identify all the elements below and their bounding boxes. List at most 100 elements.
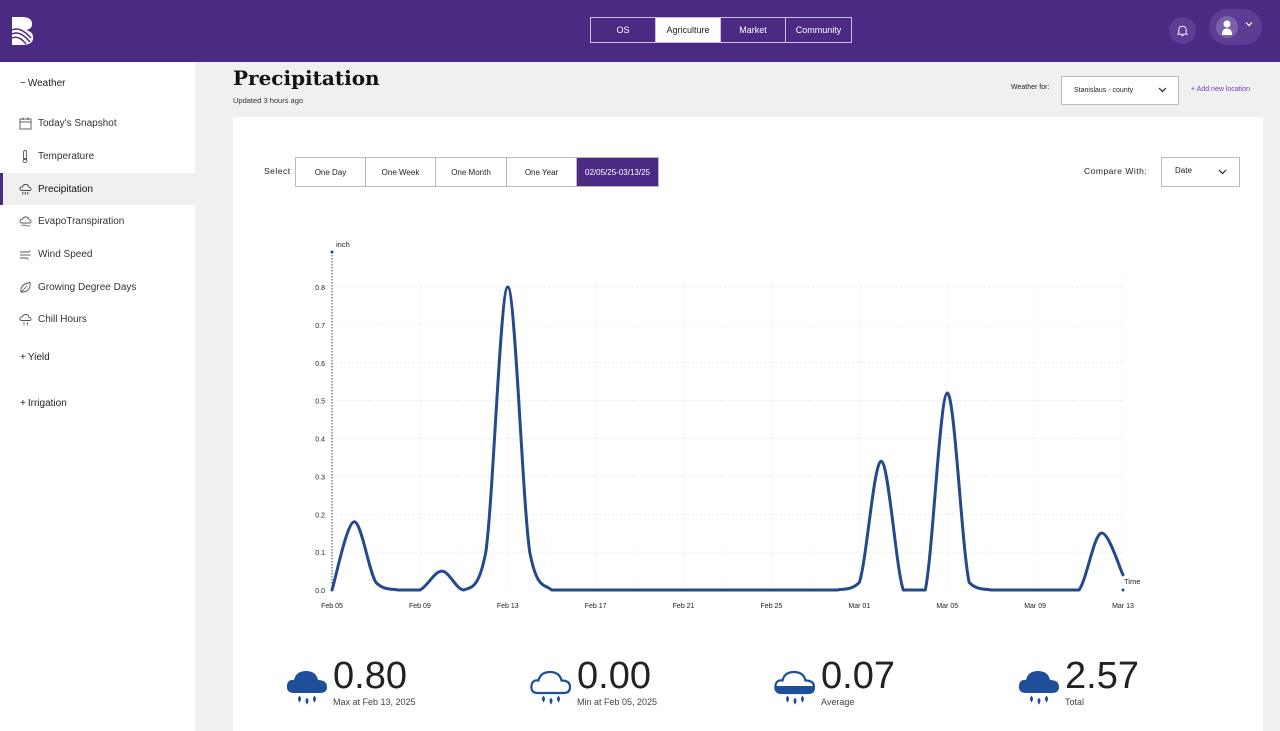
sidebar-item-label: EvapoTranspiration [38, 215, 125, 227]
x-axis-label: Time [1124, 577, 1140, 586]
sidebar-item-temperature[interactable]: Temperature [0, 140, 195, 172]
x-tick-label: Feb 13 [497, 603, 519, 610]
sidebar-item-label: Precipitation [38, 183, 94, 195]
average-rain-cloud-icon [774, 670, 816, 705]
stat-caption: Max at Feb 13, 2025 [333, 697, 416, 707]
chevron-down-icon [1218, 169, 1227, 175]
chill-cloud-icon [19, 313, 32, 326]
compare-select-value: Date [1175, 166, 1192, 175]
updated-timestamp: Updated 3 hours ago [233, 96, 304, 105]
user-icon [1222, 20, 1232, 35]
calendar-icon [19, 117, 32, 130]
sidebar-item-precipitation[interactable]: Precipitation [0, 173, 195, 205]
collapse-icon: − [20, 78, 26, 89]
x-axis-end-dot [1121, 588, 1125, 592]
y-tick-label: 0.3 [315, 474, 325, 481]
y-axis-end-dot [330, 250, 334, 254]
main-nav-tabs: OS Agriculture Market Community [590, 17, 852, 43]
y-tick-label: 0.2 [315, 512, 325, 519]
bell-icon [1176, 25, 1189, 37]
x-tick-label: Mar 13 [1112, 603, 1134, 610]
precipitation-chart: 0.0 0.1 0.2 0.3 0.4 0.5 0.6 0.7 0.8 Feb 05 Feb 09 F… [315, 240, 1140, 610]
location-select[interactable]: Stanislaus - county [1061, 76, 1179, 105]
user-menu[interactable] [1209, 9, 1262, 45]
sidebar-group-irrigation[interactable]: + Irrigation [20, 398, 67, 409]
stat-caption: Min at Feb 05, 2025 [577, 697, 658, 707]
sidebar-item-chill-hours[interactable]: Chill Hours [0, 303, 195, 335]
y-tick-label: 0.5 [315, 399, 325, 406]
thermometer-icon [19, 149, 32, 163]
x-tick-label: Feb 05 [321, 603, 343, 610]
avatar [1216, 16, 1238, 38]
stat-caption: Average [821, 697, 855, 707]
x-tick-label: Mar 05 [936, 603, 958, 610]
x-tick-label: Feb 09 [409, 603, 431, 610]
y-tick-label: 0.8 [315, 285, 325, 292]
x-tick-label: Mar 09 [1024, 603, 1046, 610]
stat-value: 0.00 [577, 655, 651, 697]
y-tick-label: 0.4 [315, 437, 325, 444]
range-tab-one-year[interactable]: One Year [507, 158, 577, 186]
x-tick-label: Mar 01 [848, 603, 870, 610]
sidebar-item-label: Today's Snapshot [38, 117, 117, 129]
sidebar-item-label: Chill Hours [38, 313, 87, 325]
y-axis-label: inch [336, 240, 350, 249]
y-tick-label: 0.0 [315, 588, 325, 595]
location-select-value: Stanislaus - county [1074, 87, 1134, 94]
leaf-icon [19, 281, 32, 294]
outline-rain-cloud-icon [530, 670, 572, 705]
nav-tab-market[interactable]: Market [721, 18, 786, 42]
precipitation-card: Select One Day One Week One Month One Ye… [233, 117, 1263, 731]
compare-with-select[interactable]: Date [1161, 157, 1240, 187]
sidebar-item-label: Temperature [38, 150, 95, 162]
top-bar: OS Agriculture Market Community [0, 0, 1280, 62]
stat-caption: Total [1065, 697, 1085, 707]
x-tick-label: Feb 25 [761, 603, 783, 610]
total-rain-cloud-icon [1018, 671, 1059, 705]
nav-tab-os[interactable]: OS [591, 18, 656, 42]
wind-icon [19, 248, 32, 261]
sidebar-item-wind-speed[interactable]: Wind Speed [0, 238, 195, 270]
sidebar-group-weather[interactable]: − Weather [20, 78, 65, 89]
select-label: Select [264, 166, 291, 176]
sidebar-group-label: Weather [27, 78, 66, 89]
expand-icon: + [20, 352, 26, 363]
y-tick-label: 0.6 [315, 361, 325, 368]
rain-cloud-icon [19, 183, 32, 196]
range-tab-one-month[interactable]: One Month [436, 158, 507, 186]
evapo-cloud-icon [19, 215, 32, 228]
range-tabs: One Day One Week One Month One Year 02/0… [295, 157, 659, 187]
sidebar-item-evapotranspiration[interactable]: EvapoTranspiration [0, 205, 195, 237]
compare-with-label: Compare With: [1084, 166, 1148, 176]
range-tab-one-week[interactable]: One Week [366, 158, 436, 186]
sidebar-item-label: Growing Degree Days [38, 281, 137, 293]
stat-value: 2.57 [1065, 655, 1139, 697]
nav-tab-agriculture[interactable]: Agriculture [656, 18, 721, 42]
logo-icon [11, 17, 34, 45]
stat-value: 0.07 [821, 655, 895, 697]
x-tick-label: Feb 21 [673, 603, 695, 610]
sidebar-item-growing-degree-days[interactable]: Growing Degree Days [0, 271, 195, 303]
sidebar-group-yield[interactable]: + Yield [20, 352, 50, 363]
y-tick-label: 0.1 [315, 550, 325, 557]
logo[interactable] [10, 16, 36, 46]
page-title: Precipitation [233, 66, 380, 90]
sidebar-group-label: Irrigation [27, 398, 67, 409]
expand-icon: + [20, 398, 26, 409]
heavy-rain-cloud-icon [286, 671, 327, 705]
range-tab-custom-date[interactable]: 02/05/25-03/13/25 [577, 158, 658, 186]
notifications-button[interactable] [1169, 17, 1196, 44]
sidebar-group-label: Yield [27, 352, 50, 363]
y-tick-label: 0.7 [315, 323, 325, 330]
range-tab-one-day[interactable]: One Day [296, 158, 366, 186]
chevron-down-icon [1158, 87, 1167, 93]
nav-tab-community[interactable]: Community [795, 25, 842, 35]
weather-for-label: Weather for: [1011, 84, 1050, 91]
stat-value: 0.80 [333, 655, 407, 697]
x-tick-label: Feb 17 [585, 603, 607, 610]
add-location-link[interactable]: + Add new location [1191, 86, 1250, 93]
precipitation-series-line [330, 285, 1125, 592]
sidebar: − Weather Today's Snapshot Temperature Pr… [0, 62, 195, 731]
chevron-down-icon [1245, 22, 1253, 27]
sidebar-item-todays-snapshot[interactable]: Today's Snapshot [0, 107, 195, 139]
